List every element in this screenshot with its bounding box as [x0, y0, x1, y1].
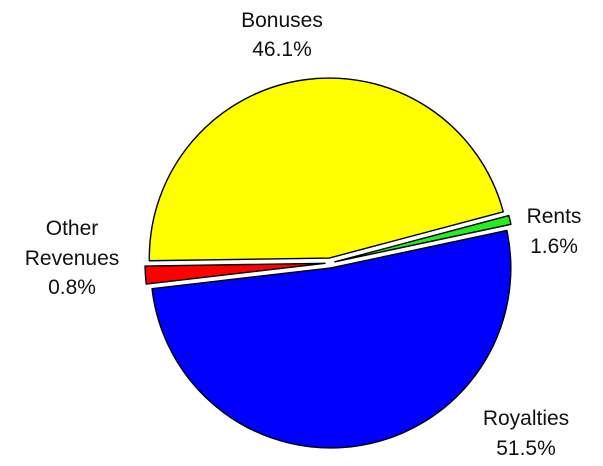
label-bonuses: Bonuses 46.1% [241, 9, 323, 61]
slice-value-bonuses: 46.1% [252, 38, 312, 61]
slice-value-royalties: 51.5% [496, 437, 556, 460]
slice-label-other-line2: Revenues [25, 247, 120, 270]
pie-slice-royalties [151, 229, 512, 449]
slice-label-royalties: Royalties [483, 407, 569, 430]
label-other-revenues: Other Revenues 0.8% [25, 217, 120, 299]
slice-label-bonuses: Bonuses [241, 9, 323, 32]
label-royalties: Royalties 51.5% [483, 407, 569, 460]
slice-value-rents: 1.6% [530, 235, 578, 258]
pie-slice-rents [144, 262, 326, 285]
label-rents: Rents 1.6% [527, 205, 582, 258]
slice-label-rents: Rents [527, 205, 582, 228]
pie-slice-bonuses [148, 77, 504, 262]
slice-value-other-revenues: 0.8% [48, 276, 96, 299]
pie-slice-other-revenues [334, 214, 512, 263]
pie-slices [144, 77, 512, 449]
slice-label-other-line1: Other [46, 217, 99, 240]
